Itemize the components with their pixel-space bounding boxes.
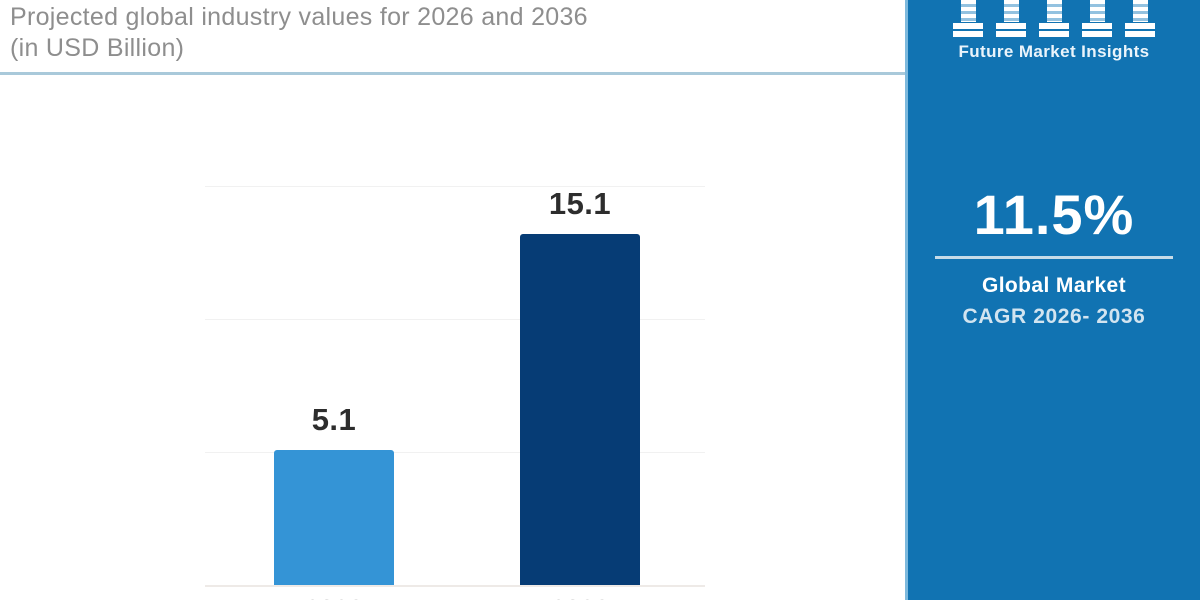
bar-2036 xyxy=(520,234,640,585)
columns-logo-icon xyxy=(953,0,1155,37)
header-divider xyxy=(0,72,905,75)
bar-value-label-2026: 5.1 xyxy=(311,402,357,437)
cagr-block: 11.5% Global Market CAGR 2026- 2036 xyxy=(908,183,1200,329)
column-pillar-icon xyxy=(996,0,1026,37)
brand-logo: Future Market Insights xyxy=(908,0,1200,62)
chart-title: Projected global industry values for 202… xyxy=(10,2,588,64)
bar-value-label-2036: 15.1 xyxy=(548,186,612,221)
bar-group-2026: 5.1 2026 xyxy=(274,186,394,600)
x-axis-label-2026: 2026 xyxy=(274,594,394,600)
brand-name: Future Market Insights xyxy=(958,42,1150,61)
cagr-value: 11.5% xyxy=(973,183,1135,246)
cagr-caption-line1: Global Market xyxy=(981,274,1127,297)
bar-chart-plot-area: 5.1 2026 15.1 2036 xyxy=(205,186,705,600)
bar-group-2036: 15.1 2036 xyxy=(520,186,640,600)
x-axis-label-2036: 2036 xyxy=(520,594,640,600)
column-pillar-icon xyxy=(1039,0,1069,37)
chart-panel: Projected global industry values for 202… xyxy=(0,2,905,600)
gridline xyxy=(205,319,705,320)
chart-title-line2: (in USD Billion) xyxy=(10,34,185,62)
column-pillar-icon xyxy=(1125,0,1155,37)
chart-title-line1: Projected global industry values for 202… xyxy=(10,3,588,31)
cagr-divider xyxy=(935,256,1173,259)
brand-sidebar: Future Market Insights 11.5% Global Mark… xyxy=(905,0,1200,600)
column-pillar-icon xyxy=(953,0,983,37)
column-pillar-icon xyxy=(1082,0,1112,37)
x-axis-line xyxy=(205,585,705,587)
gridline xyxy=(205,452,705,453)
cagr-caption-line2: CAGR 2026- 2036 xyxy=(962,305,1146,328)
bar-2026 xyxy=(274,450,394,585)
gridline xyxy=(205,186,705,187)
